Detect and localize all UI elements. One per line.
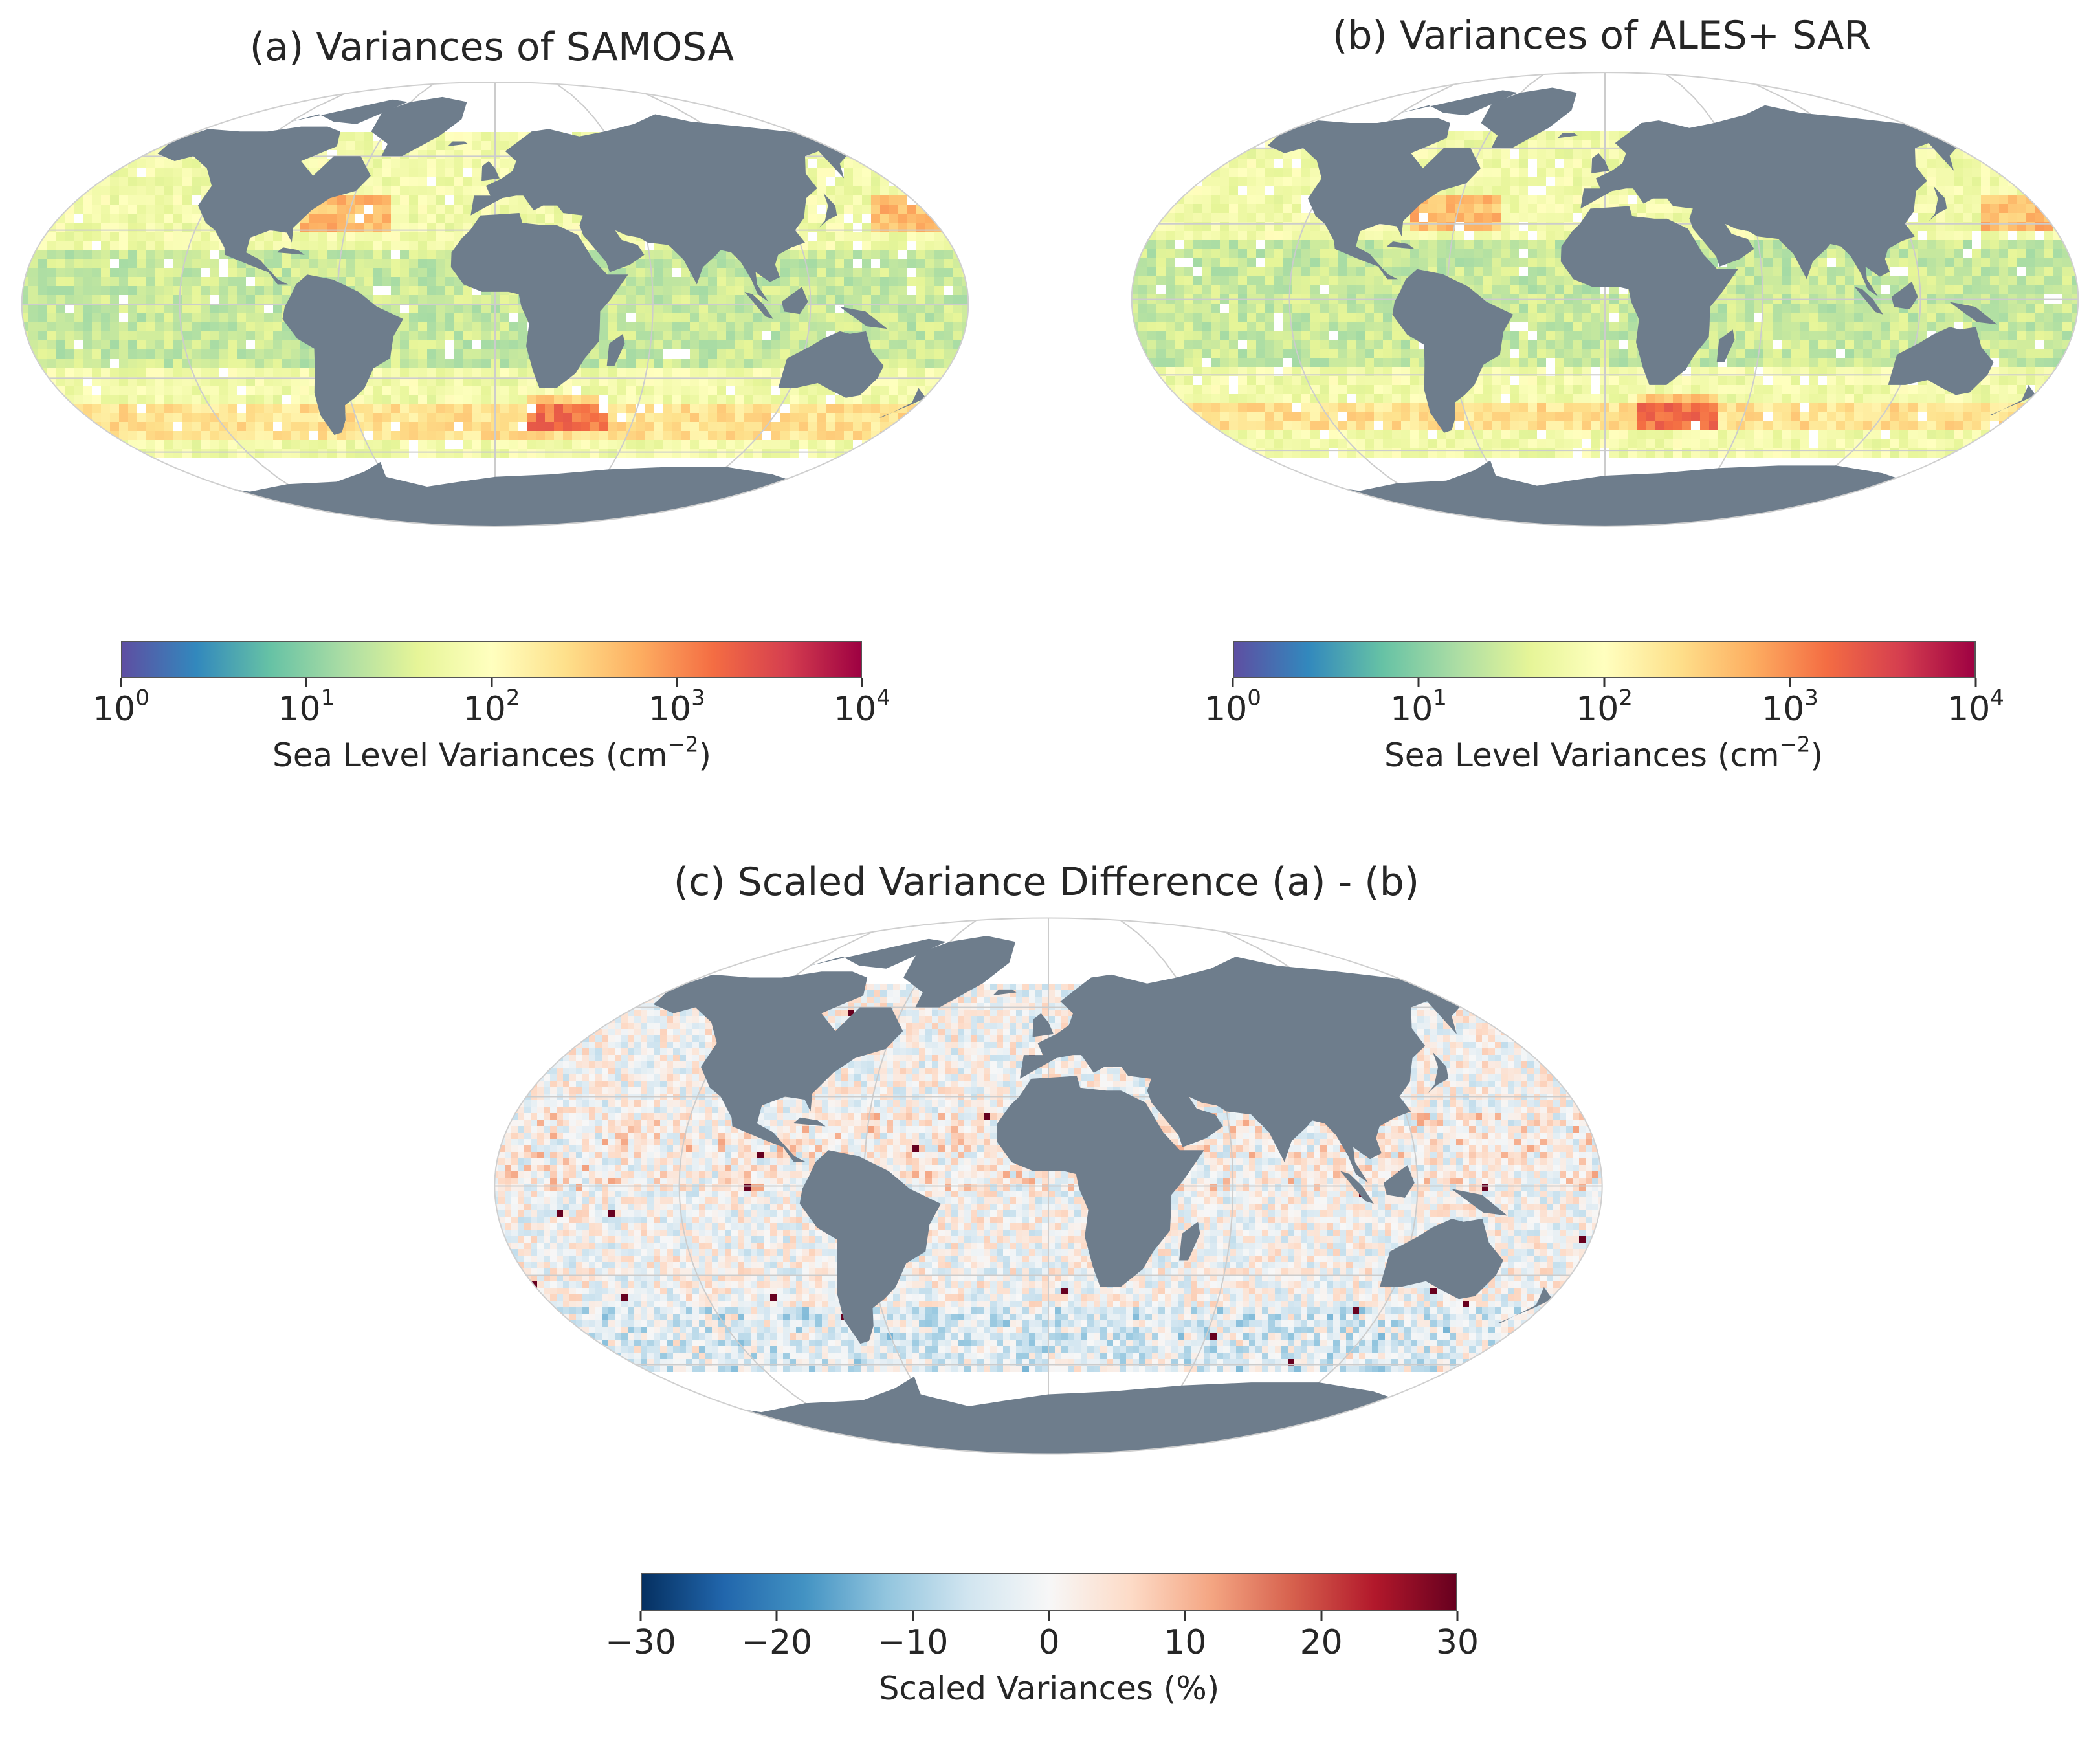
panel-b-map [1131,72,2079,527]
colorbar-tick-label: 30 [1435,1623,1479,1662]
colorbar-tick-mark [676,678,678,687]
map-outline [1131,72,2079,527]
colorbar-tick-label: 0 [1038,1623,1060,1662]
land [157,96,926,526]
panel-a-title: (a) Variances of SAMOSA [249,25,735,70]
colorbar-tick-label: 101 [278,685,335,729]
colorbar-tick-mark [861,678,863,687]
panel-b-colorbar [1233,641,1976,678]
colorbar-tick-label: 104 [1947,685,2004,729]
colorbar-tick-label: 104 [834,685,890,729]
colorbar-tick-mark [1320,1611,1323,1621]
colorbar-tick-label: −30 [605,1623,676,1662]
colorbar-tick-mark [639,1611,642,1621]
panel-c-title: (c) Scaled Variance Difference (a) - (b) [673,859,1420,905]
colorbar-tick-label: 102 [463,685,520,729]
map-outline [494,917,1603,1455]
ocean-field [494,918,1602,1454]
colorbar-tick-mark [775,1611,778,1621]
colorbar-tick-mark [1184,1611,1186,1621]
colorbar-tick-mark [1456,1611,1459,1621]
ocean-field [21,82,969,526]
panel-a-colorbar-label: Sea Level Variances (cm−2) [272,732,711,774]
panel-a-map [21,82,969,527]
colorbar-tick-label: 103 [648,685,705,729]
colorbar-tick-label: 101 [1390,685,1447,729]
colorbar-tick-label: −10 [877,1623,949,1662]
colorbar-tick-mark [1789,678,1791,687]
panel-b-colorbar-label: Sea Level Variances (cm−2) [1384,732,1823,774]
colorbar-tick-label: 10 [1164,1623,1207,1662]
colorbar-tick-mark [305,678,307,687]
map-outline [21,82,969,527]
colorbar-tick-label: 103 [1762,685,1818,729]
colorbar-tick-mark [1048,1611,1050,1621]
panel-c-colorbar-label: Scaled Variances (%) [878,1670,1220,1707]
land [1267,87,2036,526]
panel-c-colorbar [641,1573,1457,1611]
colorbar-tick-mark [1417,678,1420,687]
panel-c-map [494,917,1603,1455]
colorbar-tick-mark [1603,678,1606,687]
colorbar-tick-label: 102 [1576,685,1633,729]
colorbar-tick-label: 100 [93,685,149,729]
colorbar-tick-label: −20 [741,1623,813,1662]
panel-a-colorbar [121,641,862,678]
land [653,936,1553,1454]
ocean-field [1131,72,2079,526]
panel-b-title: (b) Variances of ALES+ SAR [1332,13,1872,58]
colorbar-tick-mark [491,678,492,687]
colorbar-tick-mark [120,678,122,687]
colorbar-tick-mark [1232,678,1234,687]
colorbar-tick-label: 20 [1299,1623,1343,1662]
colorbar-tick-mark [1974,678,1977,687]
colorbar-tick-mark [912,1611,914,1621]
colorbar-tick-label: 100 [1204,685,1261,729]
